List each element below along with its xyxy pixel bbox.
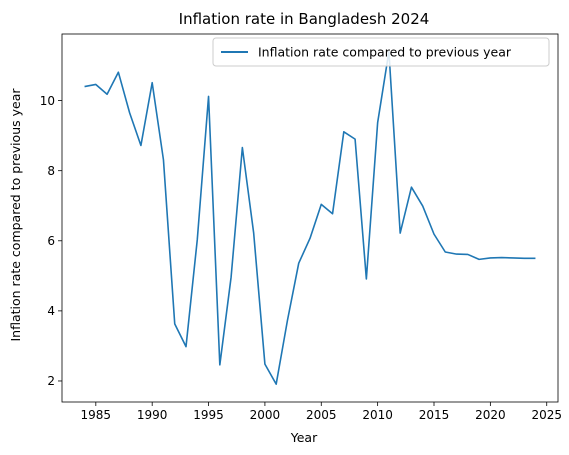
data-point (377, 122, 379, 124)
data-point (230, 276, 232, 278)
data-point (253, 232, 255, 234)
x-tick-label: 2025 (531, 408, 562, 422)
y-tick-label: 6 (47, 234, 55, 248)
data-point (366, 278, 368, 280)
data-point (535, 258, 537, 260)
x-tick-label: 2020 (475, 408, 506, 422)
data-point (151, 82, 153, 84)
legend: Inflation rate compared to previous year (212, 37, 550, 67)
x-tick-label: 2005 (306, 408, 337, 422)
x-tick-label: 1985 (81, 408, 112, 422)
data-point (433, 233, 435, 235)
data-point (219, 364, 221, 366)
data-point (478, 259, 480, 261)
data-point (242, 147, 244, 149)
data-point (523, 258, 525, 260)
data-point (129, 112, 131, 114)
data-point (332, 213, 334, 215)
data-point (298, 262, 300, 264)
data-point (95, 84, 97, 86)
data-point (343, 131, 345, 133)
y-axis-label: Inflation rate compared to previous year (8, 88, 23, 342)
x-tick-label: 2010 (362, 408, 393, 422)
y-tick-label: 8 (47, 164, 55, 178)
data-point (185, 346, 187, 348)
data-point (106, 93, 108, 95)
data-point (512, 257, 514, 259)
data-point (264, 363, 266, 365)
legend-entry-label: Inflation rate compared to previous year (258, 45, 512, 60)
y-tick-label: 4 (47, 304, 55, 318)
x-tick-label: 1995 (193, 408, 224, 422)
data-point (320, 204, 322, 206)
data-point (456, 253, 458, 255)
data-point (501, 257, 503, 259)
series-line-0 (84, 50, 536, 385)
y-tick-label: 10 (40, 94, 55, 108)
x-tick-label: 2015 (419, 408, 450, 422)
data-point (118, 71, 120, 73)
data-point (490, 257, 492, 259)
x-tick-label: 1990 (137, 408, 168, 422)
y-tick-label: 2 (47, 374, 55, 388)
data-point (208, 96, 210, 98)
data-point (354, 138, 356, 140)
legend-box (212, 37, 550, 67)
data-point (196, 239, 198, 241)
x-axis-label: Year (290, 430, 318, 445)
data-point (444, 251, 446, 253)
data-point (140, 145, 142, 147)
data-point (422, 205, 424, 207)
plot-area: 1985 1990 1995 2000 2005 2010 2015 2020 2025 2 4 6 8… (40, 33, 562, 422)
data-point (163, 159, 165, 161)
data-point (275, 383, 277, 385)
chart-title: Inflation rate in Bangladesh 2024 (179, 10, 430, 28)
x-tick-label: 2000 (250, 408, 281, 422)
data-point (411, 186, 413, 188)
data-point (399, 232, 401, 234)
data-point (287, 320, 289, 322)
plot-frame (61, 33, 559, 403)
data-point (84, 86, 86, 88)
data-point (467, 254, 469, 256)
data-point (174, 323, 176, 325)
data-point (309, 238, 311, 240)
